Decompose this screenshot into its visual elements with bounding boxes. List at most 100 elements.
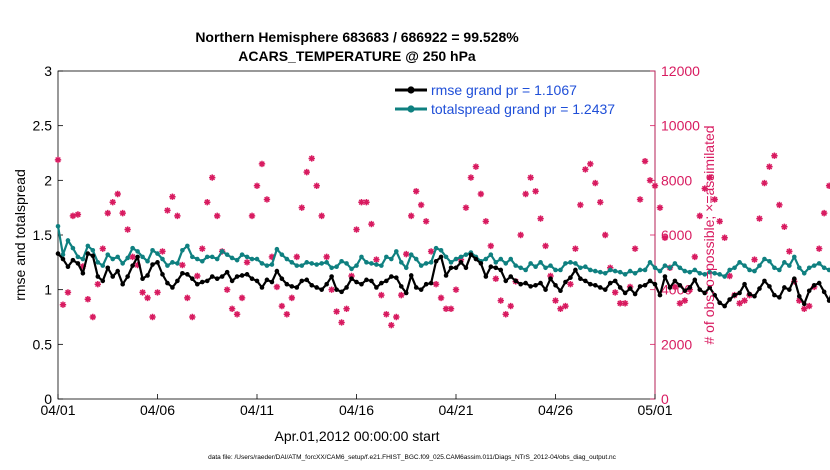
obs-star-center [653,184,657,188]
series-point [523,280,528,286]
series-point [408,252,414,257]
obs-star-center [718,219,722,223]
obs-star-center [250,214,254,218]
series-point [95,274,101,279]
obs-star-center [583,167,587,171]
obs-star-center [782,225,786,229]
obs-star-center [404,252,408,256]
y-left-tick-label: 1 [44,282,52,298]
x-tick-label: 05/01 [637,402,672,418]
obs-star-center [648,178,652,182]
series-point [478,261,484,266]
obs-star-center [534,189,538,193]
series-point [782,260,787,265]
series-point [284,281,290,287]
series-point [787,287,792,292]
series-point [413,285,419,290]
series-point [617,269,623,275]
obs-star-center [524,192,528,196]
obs-star-center [638,197,642,202]
series-point [578,265,583,271]
obs-star-center [320,214,324,218]
series-point [667,265,673,271]
y-right-tick-label: 8000 [661,172,692,188]
obs-star-center [389,323,393,327]
series-point [344,285,349,290]
series-point [304,277,310,283]
series-point [175,261,180,266]
series-point [488,252,494,257]
obs-star-center [265,197,269,202]
series-point [65,238,71,243]
obs-star-center [643,159,647,163]
series-point [702,290,708,296]
series-point [578,276,583,282]
series-point [647,278,653,284]
series-point [349,276,354,282]
series-point [448,260,454,265]
series-point [573,261,578,266]
obs-star-center [529,176,533,180]
series-point [597,285,603,290]
series-point [219,249,225,254]
series-point [692,267,698,273]
obs-star-center [280,304,284,308]
obs-star-center [618,301,622,305]
obs-star-center [285,312,289,316]
obs-star-center [290,296,294,300]
obs-star-center [91,315,95,319]
series-point [309,261,315,266]
series-point [374,285,379,290]
obs-star-center [145,296,150,300]
series-point [229,278,235,284]
series-point [806,265,812,271]
series-point [413,256,419,262]
series-point [563,279,568,285]
series-point [105,252,111,257]
series-point [443,254,449,260]
obs-star-center [384,312,388,316]
series-point [110,274,116,279]
series-point [533,264,538,270]
series-point [747,291,752,297]
obs-star-center [519,233,523,237]
obs-star-center [454,288,458,292]
obs-star-center [449,307,453,311]
series-point [682,288,688,294]
series-point [548,263,553,268]
series-point [801,301,807,307]
series-point [403,265,409,271]
series-point [75,261,81,266]
series-point [204,254,210,260]
legend-rmse-marker [407,86,415,94]
series-point [115,254,120,260]
series-point [652,281,658,287]
series-point [359,254,364,260]
series-point [389,274,394,279]
series-point [772,265,777,271]
series-point [175,278,180,284]
series-point [85,251,91,256]
series-point [60,256,66,262]
series-point [583,278,588,284]
series-point [553,267,558,273]
obs-star-center [558,307,563,311]
obs-star-center [742,299,747,303]
obs-star-center [409,214,413,218]
series-point [294,285,300,290]
series-point [140,254,145,260]
obs-star-center [728,274,732,278]
series-point [160,256,165,262]
series-point [384,278,389,284]
obs-star-center [543,244,548,248]
series-point [543,265,548,271]
series-point [209,274,215,279]
obs-star-center [434,282,438,286]
series-point [394,275,399,280]
series-point [145,258,150,264]
obs-star-center [613,290,617,294]
series-point [523,267,528,273]
series-point [677,265,683,271]
obs-star-center [374,258,378,262]
series-point [120,281,125,287]
